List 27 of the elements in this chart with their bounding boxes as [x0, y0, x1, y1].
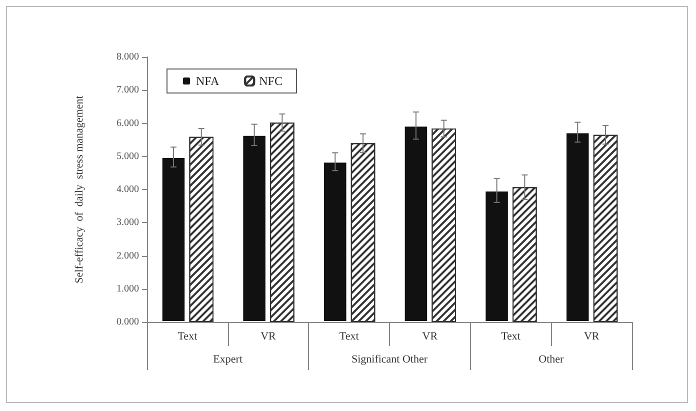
- x-tick-label: Text: [178, 330, 198, 342]
- y-tick-label: 3.000: [116, 217, 139, 228]
- x-tick-label: VR: [260, 330, 277, 342]
- x-tick-label: VR: [584, 330, 600, 342]
- bar: [404, 126, 428, 322]
- legend-label: NFC: [259, 74, 282, 88]
- x-tick-label: Text: [501, 330, 520, 342]
- y-tick-label: 5.000: [116, 150, 139, 162]
- y-tick-label: 1.000: [116, 283, 139, 294]
- bar: [484, 190, 509, 322]
- bar: [242, 134, 266, 322]
- x-tick-label: Text: [339, 330, 359, 342]
- y-tick-label: 4.000: [116, 184, 139, 195]
- y-axis-title: Self-efficacy of daily stress management: [74, 96, 86, 284]
- text: Expert: [213, 354, 242, 366]
- text: Other: [538, 354, 564, 366]
- y-tick-label: 8.000: [116, 52, 139, 62]
- bar: [161, 157, 186, 322]
- legend-label: NFA: [196, 74, 220, 88]
- x-tick-label: VR: [422, 330, 438, 342]
- y-tick-label: 6.000: [116, 118, 139, 129]
- bar: [323, 162, 348, 322]
- bar: [566, 132, 590, 322]
- y-tick-label: 0.000: [116, 316, 139, 328]
- y-tick-label: 2.000: [116, 250, 139, 262]
- y-tick-label: 7.000: [116, 84, 139, 96]
- text: Significant Other: [351, 354, 428, 366]
